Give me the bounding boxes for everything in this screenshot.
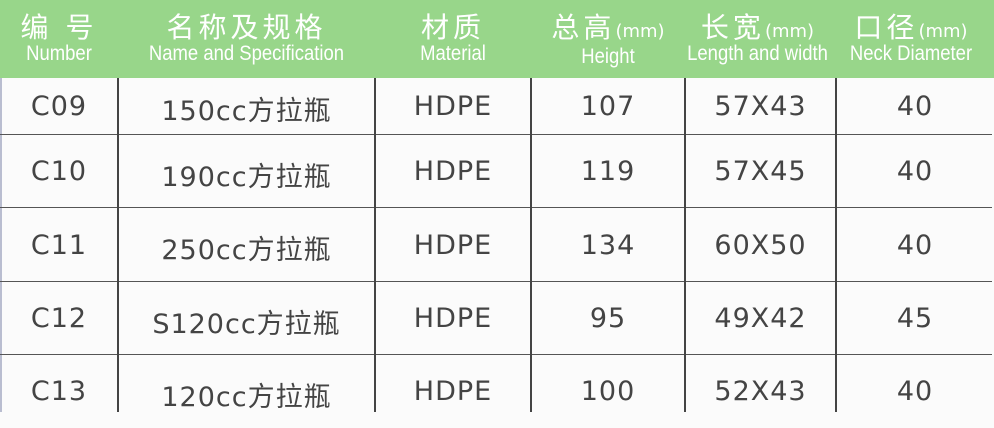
header-number: 编 号 Number	[0, 0, 118, 78]
table-row: C11 250cc方拉瓶 HDPE 134 60X50 40	[0, 207, 992, 282]
table-row: C10 190cc方拉瓶 HDPE 119 57X45 40	[0, 134, 992, 208]
cell-neck: 40	[896, 90, 934, 122]
column-divider	[530, 78, 532, 412]
column-divider	[684, 78, 686, 412]
cell-size: 57X45	[714, 156, 807, 187]
cell-material: HDPE	[413, 376, 493, 407]
header-size-zh: 长宽(mm)	[675, 6, 840, 46]
column-divider	[835, 78, 837, 412]
table-row: C12 S120cc方拉瓶 HDPE 95 49X42 45	[0, 281, 992, 355]
header-neck-label: 口径	[854, 11, 919, 44]
header-name: 名称及规格 Name and Specification	[118, 0, 375, 78]
cell-height: 107	[580, 90, 636, 122]
cell-number: C10	[30, 156, 88, 187]
cell-name: 250cc方拉瓶	[161, 235, 332, 266]
cell-size: 60X50	[714, 229, 807, 261]
header-size-unit: (mm)	[764, 21, 815, 42]
table-row: C09 150cc方拉瓶 HDPE 107 57X43 40	[0, 78, 992, 134]
cell-number: C13	[30, 376, 88, 407]
header-height-unit: (mm)	[615, 21, 665, 42]
table-row: C13 120cc方拉瓶 HDPE 100 52X43 40	[0, 354, 992, 428]
header-neck-unit: (mm)	[918, 21, 968, 42]
cell-name: 120cc方拉瓶	[161, 381, 332, 413]
header-height-label: 总高	[551, 11, 616, 44]
cell-neck: 40	[896, 376, 934, 407]
cell-size: 52X43	[714, 376, 807, 407]
cell-height: 95	[589, 303, 627, 334]
cell-number: C11	[30, 229, 88, 261]
cell-height: 134	[580, 229, 636, 261]
cell-number: C12	[30, 303, 88, 334]
cell-material: HDPE	[413, 229, 493, 261]
cell-material: HDPE	[413, 90, 493, 122]
header-size: 长宽(mm) Length and width	[675, 0, 840, 78]
header-height-en: Height	[581, 45, 635, 68]
header-material: 材质 Material	[375, 0, 531, 78]
cell-number: C09	[30, 90, 88, 122]
cell-name: 190cc方拉瓶	[161, 161, 332, 193]
cell-neck: 40	[896, 229, 934, 261]
cell-neck: 40	[896, 156, 934, 187]
header-height: 总高(mm) Height	[531, 0, 685, 78]
cell-material: HDPE	[413, 303, 493, 334]
header-number-zh: 编 号	[20, 11, 98, 44]
header-neck-zh: 口径(mm)	[836, 6, 986, 46]
cell-material: HDPE	[413, 156, 493, 187]
cell-size: 49X42	[714, 303, 807, 334]
cell-name: 150cc方拉瓶	[161, 96, 332, 127]
header-name-zh: 名称及规格	[166, 11, 327, 44]
header-size-label: 长宽	[700, 11, 765, 44]
cell-neck: 45	[896, 303, 934, 334]
cell-height: 119	[580, 156, 636, 187]
column-divider	[117, 78, 119, 412]
header-height-zh: 总高(mm)	[531, 6, 685, 46]
cell-height: 100	[580, 376, 636, 407]
header-material-zh: 材质	[420, 11, 485, 44]
left-border	[0, 78, 2, 412]
cell-size: 57X43	[714, 90, 807, 122]
header-number-en: Number	[26, 42, 92, 65]
header-neck: 口径(mm) Neck Diameter	[836, 0, 986, 78]
header-material-en: Material	[420, 42, 486, 65]
table-header: 编 号 Number 名称及规格 Name and Specification …	[0, 0, 994, 78]
header-neck-en: Neck Diameter	[849, 42, 973, 65]
header-name-en: Name and Specification	[148, 42, 345, 65]
header-size-en: Length and width	[687, 42, 828, 65]
cell-name: S120cc方拉瓶	[152, 308, 341, 340]
column-divider	[374, 78, 376, 412]
